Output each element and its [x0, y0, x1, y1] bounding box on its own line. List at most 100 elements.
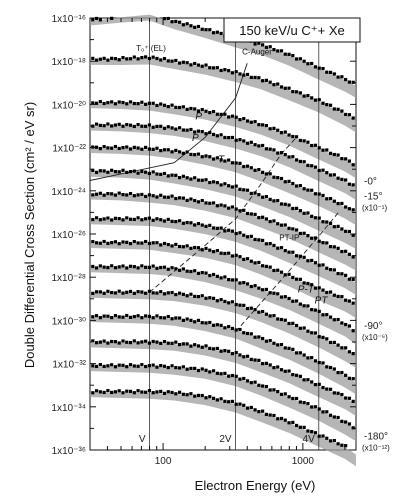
data-point [264, 287, 269, 292]
data-point [98, 100, 102, 104]
data-point [151, 264, 155, 268]
data-point [117, 217, 121, 221]
data-point [125, 266, 129, 270]
data-point [351, 183, 355, 187]
data-point [208, 155, 212, 159]
data-point [317, 360, 321, 365]
data-point [249, 284, 253, 289]
data-point [193, 176, 197, 180]
data-point [136, 290, 140, 294]
data-point [102, 217, 106, 221]
data-point [294, 206, 299, 210]
data-point [317, 407, 321, 411]
data-point [306, 188, 310, 192]
data-point [298, 184, 302, 188]
data-point [117, 100, 121, 104]
data-point [113, 102, 118, 106]
data-point [136, 216, 140, 220]
data-point [117, 315, 121, 319]
data-point [211, 369, 216, 373]
data-point [181, 221, 185, 225]
data-point [140, 169, 144, 174]
data-point [234, 374, 238, 378]
data-point [238, 402, 242, 406]
data-point [317, 335, 321, 339]
data-point [189, 344, 193, 348]
data-point [166, 314, 170, 319]
data-point [147, 389, 152, 393]
data-point [177, 366, 182, 370]
data-point [170, 244, 174, 248]
data-point [200, 321, 204, 325]
theory-bands [90, 14, 356, 467]
data-point [272, 291, 276, 295]
data-point [230, 300, 235, 304]
data-point [174, 365, 178, 370]
data-point [253, 42, 257, 46]
data-point [272, 148, 276, 152]
y-tick-label: 1x10⁻²⁴ [51, 187, 86, 198]
data-point [317, 382, 321, 386]
data-point [302, 281, 306, 285]
data-point [181, 23, 185, 27]
data-point [113, 340, 118, 344]
data-point [294, 57, 299, 61]
data-point [144, 339, 148, 343]
data-point [261, 215, 265, 219]
data-point [317, 434, 321, 438]
data-point [279, 49, 284, 53]
data-point [306, 163, 310, 167]
data-point [155, 266, 159, 270]
data-point [193, 223, 197, 227]
data-point [121, 56, 125, 60]
data-point [91, 339, 95, 343]
data-point [306, 234, 310, 238]
y-tick-label: 1x10⁻¹⁸ [51, 57, 86, 68]
data-point [279, 416, 284, 421]
data-point [162, 126, 167, 130]
data-point [264, 78, 269, 82]
data-point [102, 339, 106, 343]
data-point [147, 216, 152, 220]
data-point [98, 146, 102, 151]
data-point [336, 442, 340, 446]
data-point [136, 57, 140, 61]
data-point [110, 124, 114, 128]
data-point [155, 56, 159, 61]
data-point [91, 145, 95, 149]
data-point [140, 241, 144, 245]
data-point [215, 134, 219, 138]
data-point [185, 150, 189, 154]
data-point [196, 294, 201, 299]
data-point [253, 191, 257, 195]
data-point [268, 413, 272, 417]
data-point [261, 362, 265, 366]
data-point [245, 188, 250, 192]
data-point [219, 298, 223, 302]
data-point [185, 244, 189, 248]
velocity-label: 4V [303, 434, 316, 445]
data-point [170, 317, 174, 321]
data-point [317, 66, 321, 70]
data-point [185, 342, 189, 346]
data-point [313, 65, 318, 69]
data-point [121, 100, 125, 105]
data-point [94, 101, 99, 105]
data-point [302, 326, 306, 330]
data-point [227, 349, 231, 353]
data-point [298, 209, 302, 213]
data-point [227, 184, 231, 188]
data-point [249, 357, 253, 362]
data-point [162, 219, 167, 223]
data-point [219, 203, 223, 207]
data-point [193, 153, 197, 157]
data-point [174, 316, 178, 320]
data-point [223, 229, 227, 233]
data-point [106, 389, 110, 393]
y-tick-label: 1x10⁻²⁶ [52, 230, 86, 241]
data-point [291, 227, 295, 231]
data-point [325, 313, 329, 317]
data-point [261, 43, 265, 47]
data-point [94, 290, 99, 294]
data-point [208, 346, 212, 350]
